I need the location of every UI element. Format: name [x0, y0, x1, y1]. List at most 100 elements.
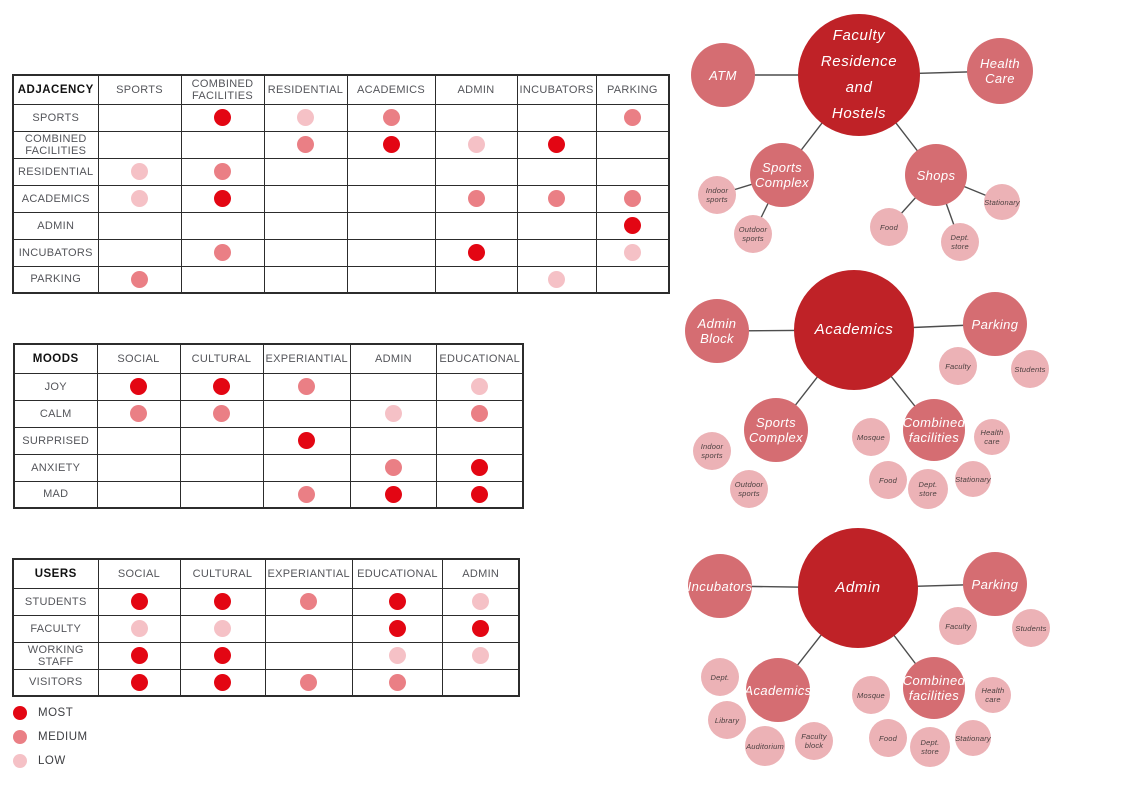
users-cell	[179, 614, 266, 643]
bubble-admin-parking: Parking	[963, 552, 1027, 616]
adjacency-row: SPORTS	[12, 103, 670, 132]
adjacency-dot-most	[548, 136, 566, 153]
users-cell	[264, 668, 353, 697]
moods-row-label: JOY	[13, 372, 98, 401]
users-cell	[97, 641, 181, 670]
bubble-label-line: Faculty	[945, 361, 971, 371]
bubble-label-line: care	[984, 437, 1000, 446]
adjacency-dot-medium	[623, 190, 641, 207]
moods-cell	[262, 480, 351, 509]
bubble-label-line: sports	[738, 489, 760, 498]
bubble-label-line: Dept.	[710, 672, 730, 682]
bubble-label-line: Indoor	[705, 186, 729, 195]
legend-item-low: LOW	[13, 749, 88, 773]
adjacency-cell	[434, 184, 518, 213]
adjacency-dot-most	[214, 190, 231, 207]
moods-row: SURPRISED	[13, 426, 524, 455]
legend: MOST MEDIUM LOW	[13, 701, 88, 773]
users-row: WORKING STAFF	[12, 641, 520, 670]
bubble-academics-outdoor-sports: Outdoor sports	[730, 470, 768, 508]
users-cell	[179, 668, 266, 697]
adjacency-dot-low	[131, 163, 148, 180]
bubble-label-line: Auditorium	[746, 741, 784, 751]
moods-cell	[96, 399, 181, 428]
bubble-label-line: Stationary	[955, 733, 991, 743]
bubble-label-line: Faculty Residence	[820, 27, 898, 70]
adjacency-cell	[263, 130, 348, 159]
bubble-label-line: Stationary	[984, 197, 1020, 207]
users-column-header: EXPERIANTIAL	[264, 558, 353, 589]
bubble-academics-mosque: Mosque	[852, 418, 890, 456]
adjacency-column-header: PARKING	[595, 74, 670, 105]
users-dot-low	[130, 620, 148, 637]
moods-matrix-table: MOODS SOCIAL CULTURAL EXPERIANTIAL ADMIN EDUC…	[13, 343, 525, 509]
bubble-admin-dept-store: Dept. store	[910, 727, 950, 767]
users-row: FACULTY	[12, 614, 520, 643]
bubble-label-line: Academics	[814, 321, 894, 338]
bubble-label-line: Faculty	[801, 732, 827, 741]
adjacency-row-label: INCUBATORS	[12, 238, 99, 267]
adjacency-cell	[516, 265, 597, 294]
adjacency-row-label: SPORTS	[12, 103, 99, 132]
bubble-label-line: Parking	[971, 576, 1019, 592]
bubble-label-line: Sports	[762, 160, 802, 175]
adjacency-dot-low	[297, 109, 314, 126]
moods-cell	[349, 480, 437, 509]
adjacency-dot-low	[548, 270, 566, 288]
bubble-academics-center: Academics	[794, 270, 914, 390]
bubble-label-line: Health	[980, 56, 1020, 71]
bubble-faculty-residence-health-care: Health Care	[967, 38, 1033, 104]
users-dot-low	[472, 593, 490, 610]
adjacency-cell	[595, 184, 670, 213]
users-cell	[179, 587, 266, 616]
bubble-label-line: Outdoor	[738, 225, 768, 234]
moods-dot-most	[471, 459, 489, 476]
bubble-label-line: Stationary	[955, 474, 991, 484]
bubble-admin-incubators: Incubators	[688, 554, 752, 618]
adjacency-cell	[97, 184, 182, 213]
users-row: STUDENTS	[12, 587, 520, 616]
bubble-label-line: ATM	[709, 67, 737, 83]
moods-cell	[179, 453, 264, 482]
users-column-header: ADMIN	[441, 558, 520, 589]
bubble-admin-center: Admin	[798, 528, 918, 648]
bubble-academics-combined-facilities: Combined facilities	[903, 399, 965, 461]
adjacency-cell	[516, 238, 597, 267]
bubble-label-line: Mosque	[857, 432, 885, 442]
adjacency-cell	[180, 238, 265, 267]
bubble-admin-food: Food	[869, 719, 907, 757]
bubble-label-line: store	[921, 747, 939, 756]
adjacency-dot-medium	[214, 244, 231, 261]
legend-item-medium: MEDIUM	[13, 725, 88, 749]
bubble-admin-auditorium: Auditorium	[745, 726, 785, 766]
moods-column-header: ADMIN	[349, 343, 437, 374]
moods-row: MAD	[13, 480, 524, 509]
bubble-label-line: Food	[880, 222, 898, 232]
moods-dot-low	[471, 378, 489, 395]
bubble-label-line: block	[804, 741, 824, 750]
bubble-label-line: Mosque	[857, 690, 885, 700]
users-header-row: USERS SOCIAL CULTURAL EXPERIANTIAL EDUCATION…	[12, 558, 520, 589]
bubble-admin-mosque: Mosque	[852, 676, 890, 714]
bubble-label-line: Complex	[754, 175, 810, 190]
adjacency-dot-most	[467, 244, 485, 261]
users-cell	[97, 668, 181, 697]
moods-cell	[179, 372, 264, 401]
bubble-label-line: Hostels	[831, 105, 887, 122]
legend-label: LOW	[38, 755, 66, 767]
moods-cell	[435, 372, 524, 401]
bubble-label-line: Students	[1014, 364, 1046, 374]
adjacency-column-header: INCUBATORS	[516, 74, 597, 105]
users-dot-most	[388, 620, 406, 637]
adjacency-dot-medium	[297, 136, 314, 153]
moods-cell	[179, 426, 264, 455]
adjacency-dot-medium	[467, 190, 485, 207]
moods-row-label: MAD	[13, 480, 98, 509]
adjacency-dot-most	[623, 217, 641, 234]
bubble-label-line: Care	[985, 71, 1015, 86]
adjacency-cell	[263, 157, 348, 186]
bubble-label-line: Admin	[835, 579, 881, 596]
moods-cell	[435, 426, 524, 455]
adjacency-cell	[595, 238, 670, 267]
adjacency-dot-medium	[382, 109, 400, 126]
